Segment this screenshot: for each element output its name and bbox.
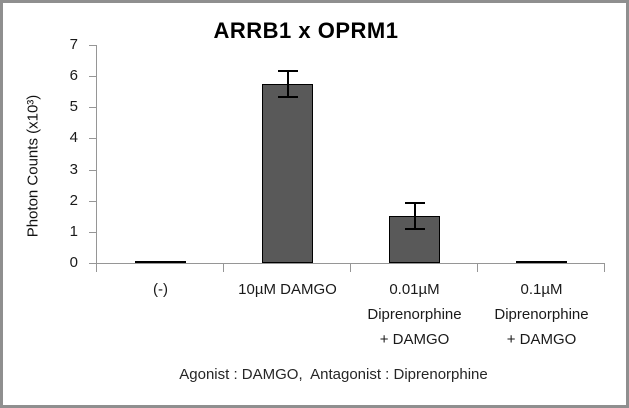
x-axis-tick	[223, 263, 224, 272]
x-tick-label: 10µM DAMGO	[238, 281, 337, 298]
x-axis-tick	[96, 263, 97, 272]
x-axis-tick	[350, 263, 351, 272]
x-tick-label: 0.01µM Diprenorphine + DAMGO	[367, 281, 462, 348]
error-bar-cap-top	[404, 202, 425, 205]
y-axis-tick	[89, 263, 97, 264]
y-axis-tick	[89, 200, 97, 202]
error-bar-line	[413, 202, 416, 231]
y-axis-tick	[89, 169, 97, 171]
y-axis-tick	[89, 231, 97, 233]
y-tick-label: 5	[69, 98, 78, 116]
error-bar-cap-bottom	[404, 228, 425, 231]
y-tick-label: 0	[69, 254, 78, 271]
x-axis-tick	[477, 263, 478, 272]
y-tick-label: 1	[69, 222, 78, 240]
bar	[262, 83, 313, 263]
x-tick-label: 0.1µM Diprenorphine + DAMGO	[494, 281, 589, 348]
error-bar-cap-bottom	[277, 95, 298, 98]
y-axis-tick	[89, 107, 97, 109]
bar	[135, 260, 186, 263]
y-tick-label: 2	[69, 191, 78, 209]
y-tick-label: 4	[69, 129, 78, 147]
y-axis-tick	[89, 138, 97, 140]
chart-title: ARRB1 x OPRM1	[213, 18, 399, 43]
y-tick-label: 6	[69, 67, 78, 85]
y-tick-label: 7	[69, 36, 78, 53]
error-bar-line	[286, 69, 289, 98]
chart-footnote: Agonist : DAMGO, Antagonist : Diprenorph…	[179, 366, 488, 383]
y-axis-tick	[89, 45, 97, 46]
y-axis-tick	[89, 76, 97, 78]
x-tick-label: (-)	[153, 281, 168, 298]
bar	[516, 260, 567, 263]
error-bar-cap-top	[277, 69, 298, 72]
y-axis-line	[96, 45, 97, 263]
y-tick-label: 3	[69, 160, 78, 178]
x-axis-tick	[604, 263, 605, 272]
